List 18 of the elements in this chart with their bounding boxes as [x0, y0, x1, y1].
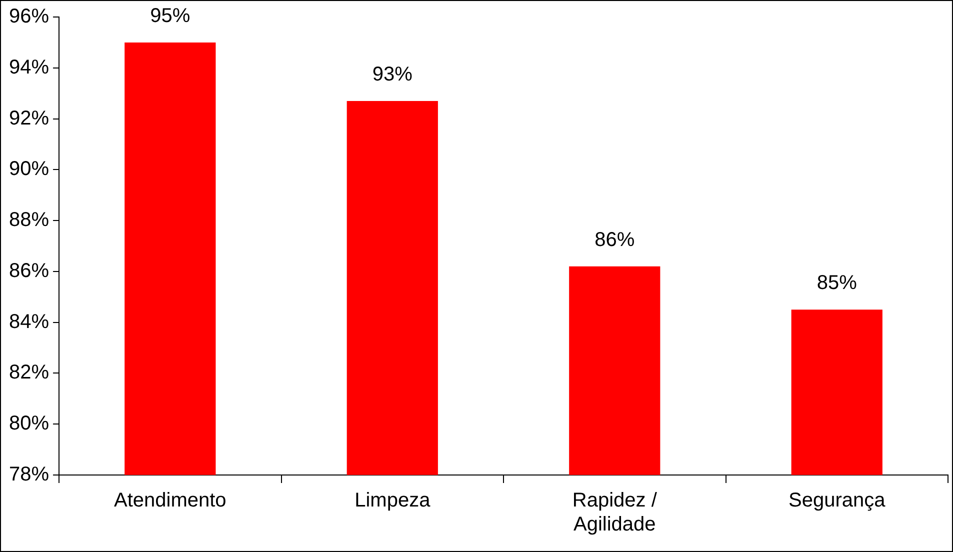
y-tick-label: 96% [9, 6, 50, 28]
x-tick-label: Rapidez / Agilidade [572, 490, 658, 536]
y-tick-label: 94% [9, 56, 50, 78]
x-tick-label: Segurança [788, 490, 886, 512]
y-tick-label: 90% [9, 158, 50, 180]
y-tick-label: 82% [9, 362, 50, 384]
y-tick-label: 78% [9, 464, 50, 486]
data-label: 93% [372, 63, 413, 86]
y-tick-label: 88% [9, 209, 50, 232]
data-label: 86% [594, 228, 635, 251]
y-tick-label: 86% [9, 260, 50, 282]
y-tick-label: 80% [9, 412, 50, 435]
y-tick-label: 92% [9, 107, 50, 130]
data-label: 85% [816, 272, 858, 294]
x-tick-label: Limpeza [354, 490, 432, 512]
y-tick-label: 84% [9, 310, 50, 333]
x-tick-label: Atendimento [114, 490, 226, 512]
data-label: 95% [150, 4, 190, 27]
